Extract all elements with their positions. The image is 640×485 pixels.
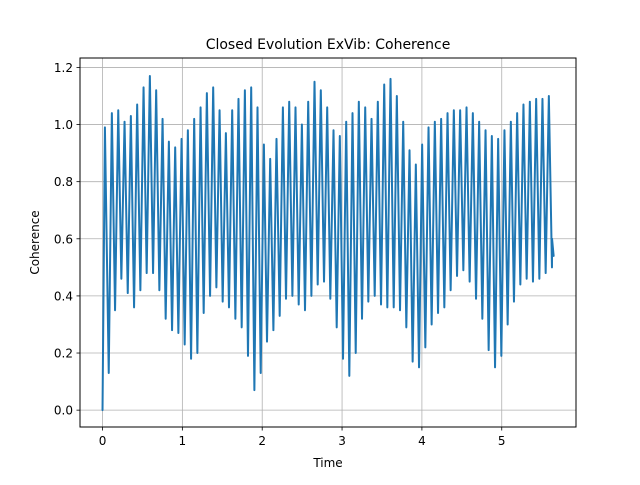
y-tick-label: 0.4 (54, 289, 73, 303)
x-tick-label: 5 (498, 434, 506, 448)
axes-frame (79, 57, 577, 428)
x-axis-label: Time (312, 456, 342, 470)
x-tick-label: 4 (418, 434, 426, 448)
y-tick-label: 1.2 (54, 61, 73, 75)
ticks: 0 1 2 3 4 5 0.0 0.2 0.4 0.6 0.8 1.0 1.2 (54, 61, 506, 448)
y-tick-label: 0.8 (54, 175, 73, 189)
x-tick-label: 2 (258, 434, 266, 448)
y-axis-label: Coherence (28, 210, 42, 274)
x-tick-label: 3 (338, 434, 346, 448)
data-layer (101, 74, 555, 412)
y-tick-label: 0.0 (54, 404, 73, 418)
y-tick-label: 0.2 (54, 347, 73, 361)
x-tick-label: 1 (179, 434, 187, 448)
y-tick-label: 0.6 (54, 232, 73, 246)
coherence-series-line (101, 74, 555, 412)
x-tick-label: 0 (99, 434, 107, 448)
chart-title: Closed Evolution ExVib: Coherence (206, 37, 451, 53)
y-tick-label: 1.0 (54, 118, 73, 132)
